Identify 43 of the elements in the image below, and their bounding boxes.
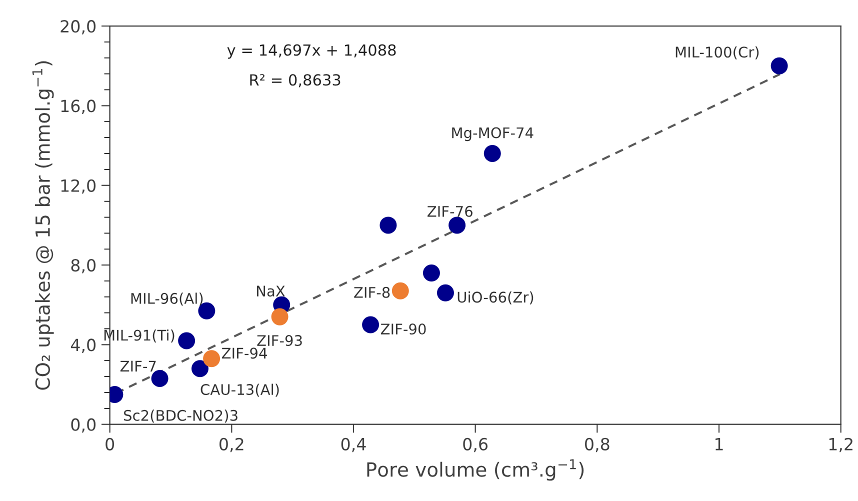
annotation: ZIF-94	[222, 348, 267, 359]
y-tick-label: 20,0	[60, 20, 96, 34]
point	[271, 308, 288, 326]
annotation: y = 14,697x + 1,4088	[227, 44, 396, 59]
point	[392, 282, 409, 300]
point	[191, 360, 208, 378]
annotation: MIL-96(Al)	[131, 292, 203, 306]
x-tick-label: 0,2	[220, 438, 244, 452]
point	[770, 57, 788, 74]
annotation: ZIF-93	[257, 335, 302, 346]
y-tick-label: 8,0	[71, 258, 96, 274]
annotation: ZIF-76	[428, 206, 472, 217]
annotation: R² = 0,8633	[250, 74, 340, 88]
annotation: Mg-MOF-74	[452, 127, 534, 142]
y-tick-label: 4,0	[70, 338, 96, 353]
x-tick-label: 0,4	[341, 438, 366, 452]
point	[203, 350, 220, 368]
y-tick-label: 0,0	[71, 418, 96, 433]
x-tick-label: 1,2	[829, 438, 852, 452]
annotation: UiO-66(Zr)	[458, 291, 534, 304]
point	[380, 216, 397, 234]
point	[178, 332, 196, 350]
x-tick-label: 0,6	[463, 438, 488, 452]
point	[422, 264, 440, 282]
x-axis-title: Pore volume (cm³.g$^{−1}$)	[367, 459, 584, 481]
point	[484, 145, 501, 162]
point	[362, 316, 380, 334]
y-tick-label: 16,0	[61, 100, 96, 114]
point	[151, 370, 168, 388]
annotation: NaX	[257, 286, 285, 297]
annotation: MIL-100(Cr)	[676, 46, 759, 60]
annotation: Sc2(BDC-NO2)3	[124, 410, 238, 423]
annotation: ZIF-7	[120, 360, 156, 372]
y-tick-label: 12,0	[61, 179, 96, 194]
annotation: ZIF-90	[380, 324, 426, 335]
annotation: CAU-13(Al)	[200, 384, 279, 397]
annotation: ZIF-8	[354, 286, 390, 298]
y-axis-title: CO₂ uptakes @ 15 bar (mmol.g$^{−1}$)	[32, 61, 54, 390]
x-tick-label: 0	[106, 438, 114, 450]
x-tick-label: 0,8	[585, 438, 610, 452]
point	[436, 284, 454, 302]
point	[448, 216, 466, 234]
x-tick-label: 1	[716, 438, 723, 450]
